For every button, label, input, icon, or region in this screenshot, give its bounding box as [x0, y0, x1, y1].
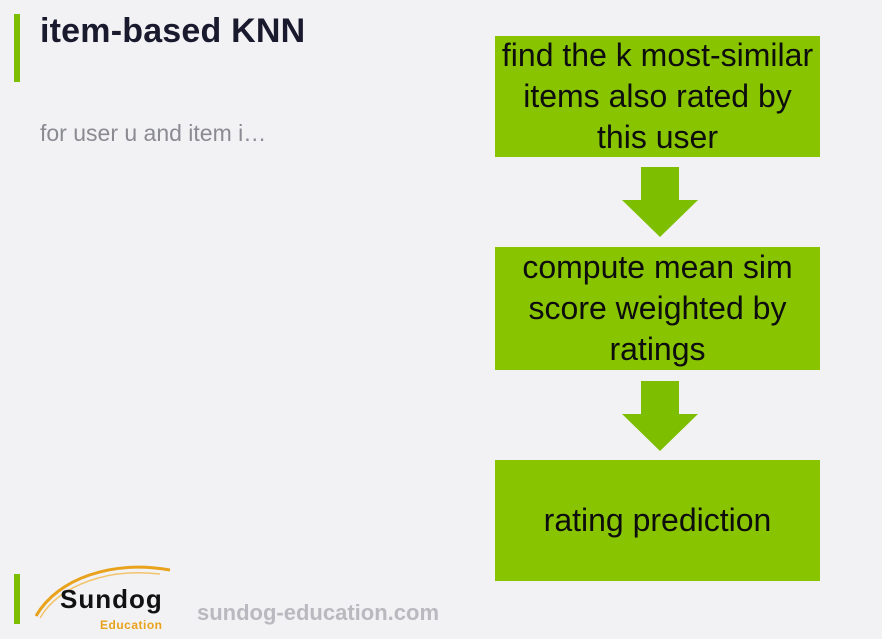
down-arrow-icon [622, 381, 698, 451]
logo-subtext: Education [100, 618, 163, 632]
logo-wordmark: Sundog [60, 584, 163, 614]
logo-swoosh-icon [34, 565, 171, 619]
flow-step-find-similar-items: find the k most-similar items also rated… [495, 36, 820, 157]
footer-accent-bar [14, 574, 20, 624]
flow-step-compute-mean: compute mean sim score weighted by ratin… [495, 247, 820, 370]
slide-title: item-based KNN [40, 12, 306, 50]
flow-step-rating-prediction: rating prediction [495, 460, 820, 581]
down-arrow-icon [622, 167, 698, 237]
title-accent-bar [14, 14, 20, 82]
website-url: sundog-education.com [197, 600, 439, 625]
sundog-logo: Sundog Education [30, 562, 180, 636]
slide-subtitle: for user u and item i… [40, 120, 267, 146]
